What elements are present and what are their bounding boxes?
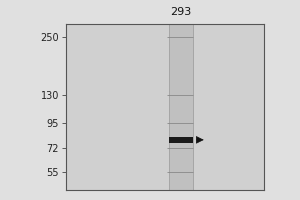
Text: 293: 293 [170, 7, 191, 17]
Bar [169, 24, 193, 190]
Bar [169, 137, 193, 143]
